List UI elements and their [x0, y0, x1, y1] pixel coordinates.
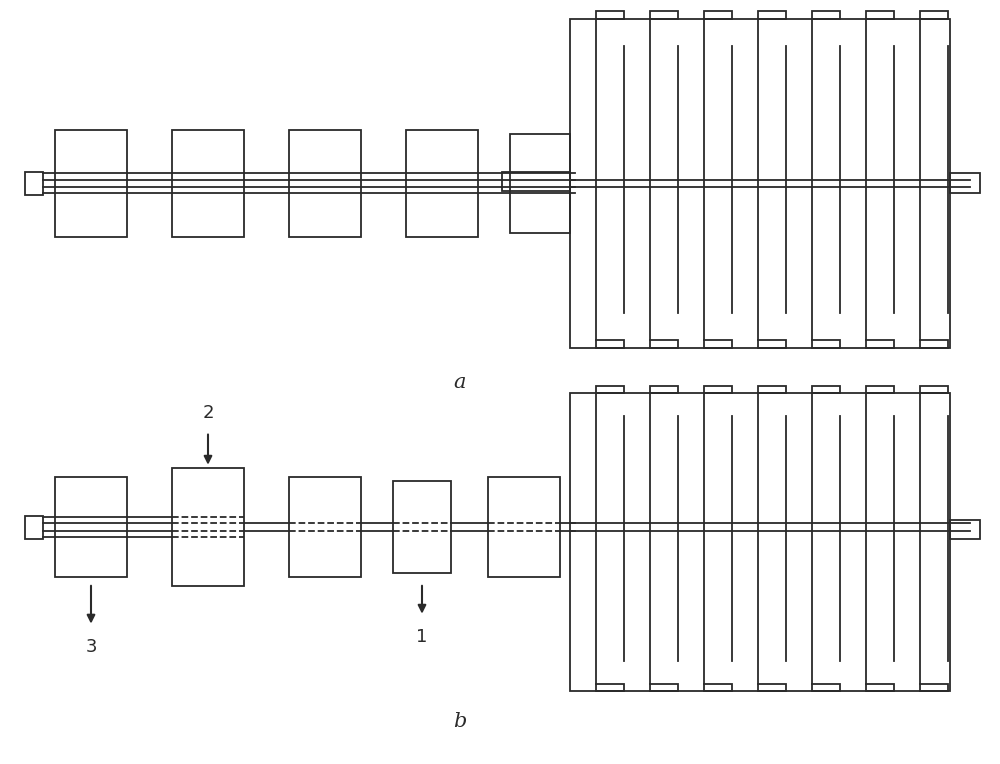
Bar: [650, 386, 678, 393]
Bar: [758, 340, 786, 348]
Bar: [393, 481, 451, 573]
Bar: [866, 684, 894, 691]
Bar: [25, 516, 43, 539]
Bar: [950, 173, 980, 193]
Bar: [25, 172, 43, 195]
Bar: [920, 684, 948, 691]
Bar: [488, 478, 560, 577]
Text: 2: 2: [202, 403, 214, 422]
Bar: [510, 134, 570, 233]
Bar: [812, 386, 840, 393]
Bar: [570, 19, 950, 348]
Bar: [596, 386, 624, 393]
Bar: [866, 386, 894, 393]
Text: b: b: [453, 713, 467, 731]
Text: 1: 1: [416, 628, 428, 646]
Bar: [502, 172, 570, 191]
Bar: [950, 520, 980, 539]
Text: 3: 3: [85, 638, 97, 656]
Text: a: a: [454, 373, 466, 391]
Bar: [758, 684, 786, 691]
Bar: [866, 11, 894, 19]
Bar: [650, 684, 678, 691]
Bar: [812, 340, 840, 348]
Bar: [920, 11, 948, 19]
Bar: [570, 393, 950, 691]
Bar: [596, 340, 624, 348]
Bar: [758, 386, 786, 393]
Bar: [704, 386, 732, 393]
Bar: [406, 130, 478, 237]
Bar: [55, 130, 127, 237]
Bar: [172, 130, 244, 237]
Bar: [704, 11, 732, 19]
Bar: [596, 11, 624, 19]
Bar: [289, 478, 361, 577]
Bar: [920, 386, 948, 393]
Bar: [289, 130, 361, 237]
Bar: [758, 11, 786, 19]
Bar: [920, 340, 948, 348]
Bar: [596, 684, 624, 691]
Bar: [172, 468, 244, 586]
Bar: [704, 340, 732, 348]
Bar: [812, 684, 840, 691]
Bar: [704, 684, 732, 691]
Bar: [866, 340, 894, 348]
Bar: [650, 11, 678, 19]
Bar: [650, 340, 678, 348]
Bar: [812, 11, 840, 19]
Bar: [55, 478, 127, 577]
